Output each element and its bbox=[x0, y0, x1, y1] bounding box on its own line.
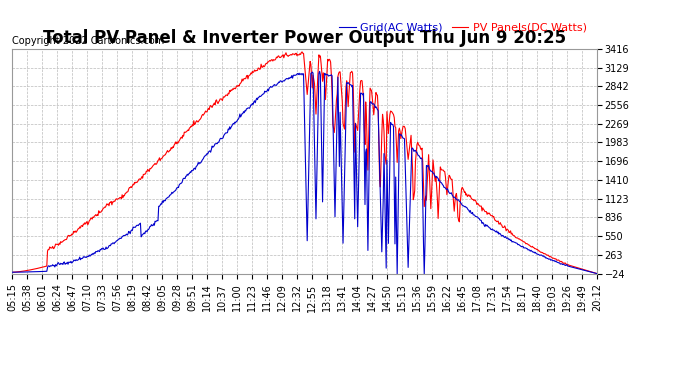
Grid(AC Watts) bbox=[393, 272, 402, 276]
Grid(AC Watts) bbox=[593, 271, 601, 276]
PV Panels(DC Watts) bbox=[593, 271, 601, 276]
Text: Copyright 2022 Cartronics.com: Copyright 2022 Cartronics.com bbox=[12, 36, 165, 46]
Grid(AC Watts) bbox=[364, 248, 372, 253]
PV Panels(DC Watts) bbox=[8, 270, 17, 274]
Grid(AC Watts) bbox=[513, 241, 521, 246]
PV Panels(DC Watts) bbox=[382, 158, 390, 162]
Grid(AC Watts) bbox=[44, 264, 52, 268]
Grid(AC Watts) bbox=[382, 228, 390, 232]
Legend: Grid(AC Watts), PV Panels(DC Watts): Grid(AC Watts), PV Panels(DC Watts) bbox=[335, 18, 591, 37]
Grid(AC Watts) bbox=[315, 69, 324, 74]
Title: Total PV Panel & Inverter Power Output Thu Jun 9 20:25: Total PV Panel & Inverter Power Output T… bbox=[43, 29, 566, 47]
PV Panels(DC Watts) bbox=[348, 71, 357, 75]
PV Panels(DC Watts) bbox=[298, 50, 306, 54]
Grid(AC Watts) bbox=[453, 198, 462, 202]
PV Panels(DC Watts) bbox=[44, 247, 52, 252]
PV Panels(DC Watts) bbox=[512, 236, 520, 240]
Line: Grid(AC Watts): Grid(AC Watts) bbox=[12, 71, 597, 274]
Grid(AC Watts) bbox=[8, 270, 17, 274]
PV Panels(DC Watts) bbox=[452, 191, 460, 196]
Grid(AC Watts) bbox=[348, 83, 357, 88]
PV Panels(DC Watts) bbox=[364, 168, 372, 172]
Line: PV Panels(DC Watts): PV Panels(DC Watts) bbox=[12, 52, 597, 273]
